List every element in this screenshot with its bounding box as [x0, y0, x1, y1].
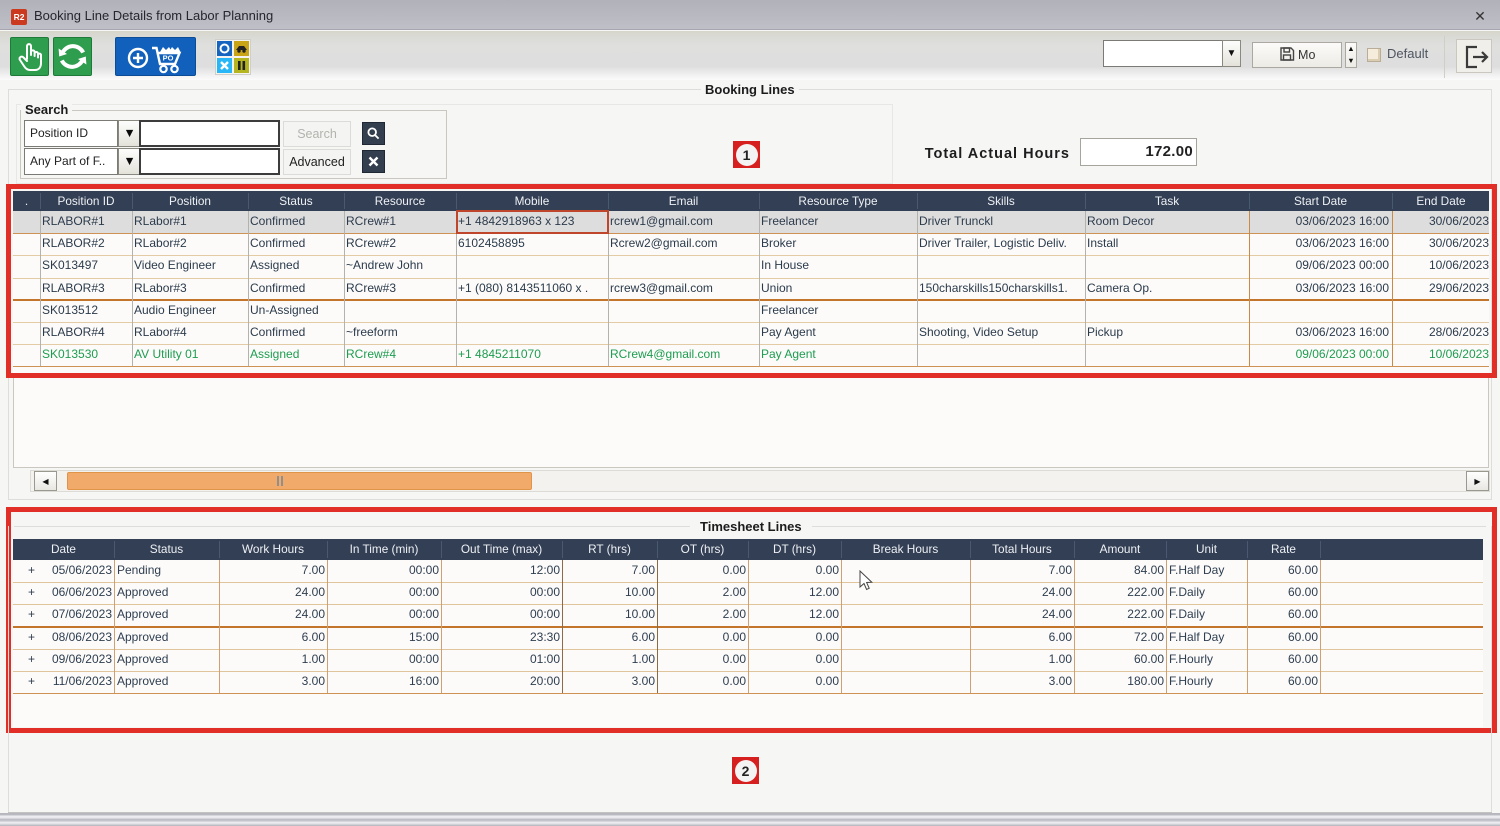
svg-text:PO: PO [163, 54, 174, 63]
